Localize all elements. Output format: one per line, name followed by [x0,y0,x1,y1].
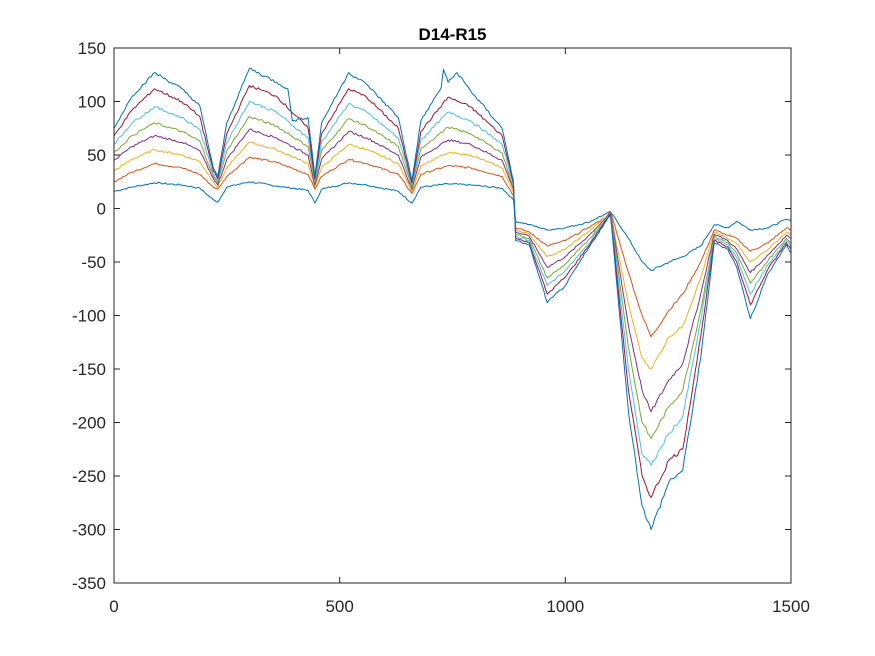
y-tick-label: 150 [78,39,106,58]
y-tick-label: 100 [78,93,106,112]
y-tick-label: 0 [97,200,106,219]
x-tick-label: 1000 [546,597,584,616]
series-line-2 [113,156,792,338]
y-tick-label: -250 [72,467,106,486]
series-line-5 [113,116,792,440]
y-tick-label: -150 [72,360,106,379]
series-line-7 [113,85,792,498]
y-tick-label: 50 [87,146,106,165]
y-tick-label: -350 [72,574,106,593]
series-line-8 [113,67,792,530]
plot-area [114,48,791,583]
y-tick-label: -300 [72,521,106,540]
series-layer [113,67,792,530]
series-line-4 [113,128,792,413]
series-line-3 [113,141,792,370]
y-tick-label: -50 [81,253,106,272]
x-tick-label: 500 [325,597,353,616]
y-tick-label: -200 [72,414,106,433]
y-tick-label: -100 [72,307,106,326]
series-line-1 [113,181,792,272]
x-tick-label: 1500 [772,597,810,616]
series-line-6 [113,101,792,466]
x-tick-label: 0 [109,597,118,616]
chart-title: D14-R15 [418,25,486,44]
